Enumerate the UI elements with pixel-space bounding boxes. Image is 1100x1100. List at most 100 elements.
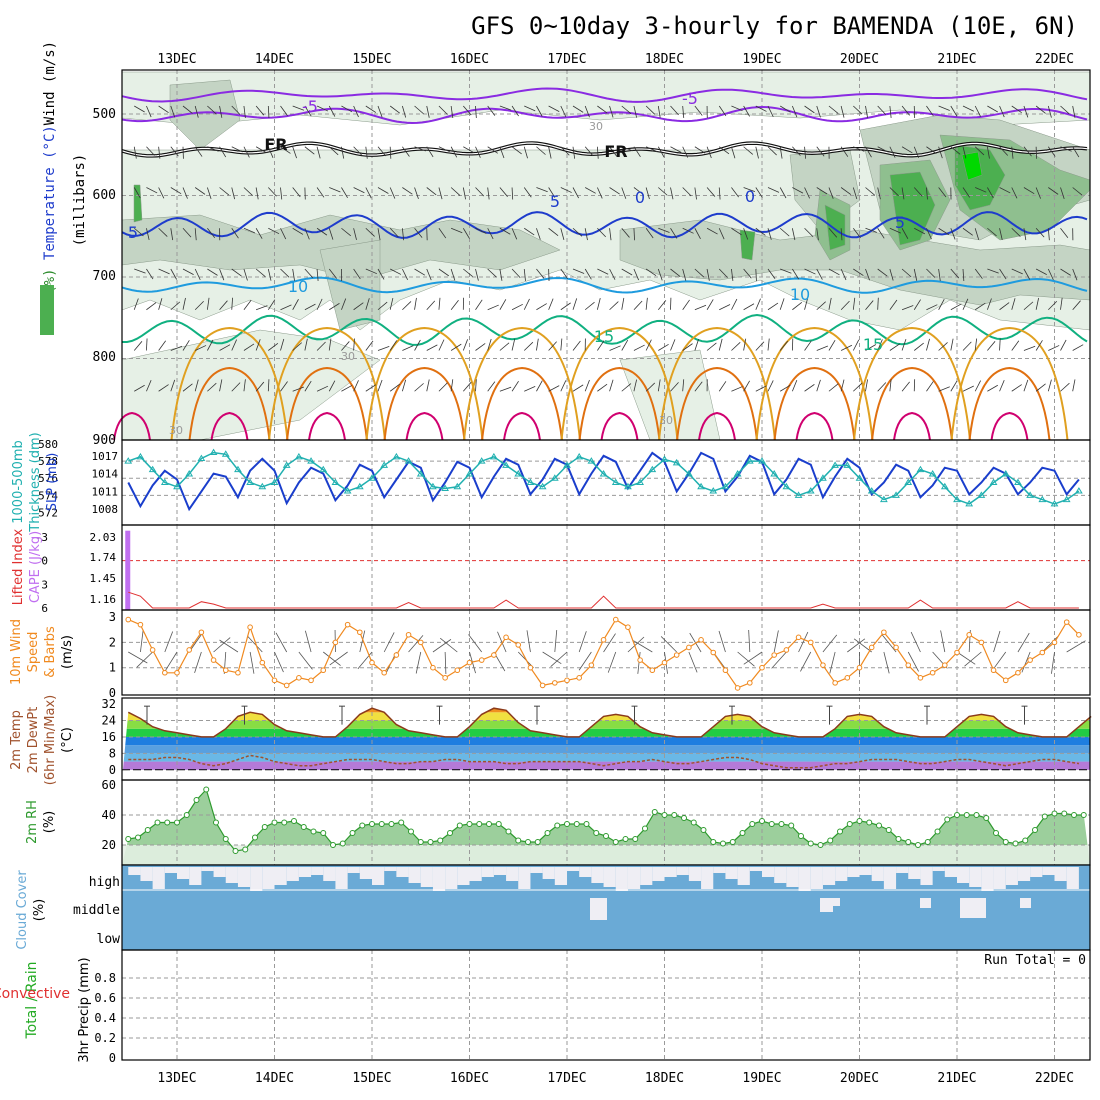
wind-barb bbox=[584, 146, 594, 157]
wind-barb-10m bbox=[1017, 632, 1030, 653]
temp-dome-contour bbox=[578, 366, 661, 441]
thickness-marker bbox=[538, 482, 547, 490]
rh2m-marker bbox=[681, 815, 687, 821]
wind-barb bbox=[938, 187, 947, 198]
rh2m-marker bbox=[1022, 837, 1029, 844]
thickness-marker bbox=[1014, 478, 1022, 485]
wind-barb bbox=[755, 268, 757, 282]
wind-barb bbox=[694, 228, 701, 240]
thickness-marker bbox=[465, 469, 474, 477]
wind-barb bbox=[1023, 379, 1029, 392]
wind-barb bbox=[999, 338, 1001, 351]
wind-speed-marker bbox=[539, 682, 546, 689]
panel-axis-label: (6hr Min/Max) bbox=[43, 695, 58, 785]
wind-barb bbox=[450, 268, 456, 281]
wind-barb bbox=[1023, 268, 1031, 280]
high-cloud-gap bbox=[469, 867, 482, 881]
wind-barb-10m bbox=[773, 630, 779, 653]
wind-barb bbox=[926, 146, 937, 154]
wind-barb bbox=[621, 146, 634, 152]
high-cloud-gap bbox=[627, 867, 641, 889]
rh2m-marker bbox=[291, 818, 297, 824]
wind-barb bbox=[548, 227, 559, 236]
wind-barb bbox=[255, 339, 261, 351]
thickness-marker bbox=[209, 448, 218, 456]
high-cloud-gap bbox=[847, 867, 860, 877]
wind-barb bbox=[292, 342, 303, 351]
wind-barb-10m bbox=[219, 639, 239, 653]
wind-barb bbox=[645, 297, 648, 310]
wind-barb bbox=[219, 344, 231, 351]
rh2m-marker bbox=[661, 812, 668, 818]
wind-barb bbox=[462, 339, 468, 351]
wind-barb bbox=[779, 384, 791, 392]
wind-speed-marker bbox=[503, 634, 509, 641]
wind-barb bbox=[792, 146, 801, 156]
wind-barb bbox=[134, 268, 146, 274]
wind-barb-10m bbox=[468, 634, 483, 653]
date-tick-bottom: 17DEC bbox=[547, 1071, 586, 1086]
wind-barb bbox=[682, 299, 690, 310]
wind-barb-10m bbox=[136, 651, 153, 668]
wind-barb bbox=[133, 341, 143, 351]
rh2m-marker bbox=[544, 830, 551, 836]
wind-barb-10m bbox=[910, 631, 921, 653]
panel-frame bbox=[121, 524, 1091, 611]
temp-dome-contour bbox=[365, 326, 484, 441]
wind-barb-10m bbox=[298, 651, 313, 670]
wind-barb bbox=[901, 339, 907, 351]
wind-barb bbox=[731, 227, 742, 236]
wind-barb bbox=[572, 268, 585, 274]
panel-axis-label: Thickness (dm) bbox=[28, 432, 43, 532]
wind-barb bbox=[304, 228, 310, 240]
temp-band bbox=[122, 753, 1090, 762]
wind-barb bbox=[475, 105, 477, 118]
wind-barb bbox=[170, 268, 177, 280]
wind-barb bbox=[986, 298, 992, 310]
wind-barb bbox=[206, 187, 212, 200]
precip-tick: 0 bbox=[109, 1051, 116, 1065]
wind-speed-marker bbox=[1039, 649, 1046, 656]
wind-barb bbox=[475, 343, 486, 351]
wind-barb bbox=[414, 227, 423, 238]
rh2m-marker bbox=[632, 836, 639, 842]
wind-barb bbox=[463, 146, 475, 153]
wind-barb bbox=[1035, 187, 1041, 199]
wind-barb bbox=[621, 105, 632, 115]
wind-barb bbox=[316, 341, 326, 351]
wind-barb bbox=[816, 228, 819, 241]
temp-tick: 32 bbox=[102, 697, 116, 711]
high-cloud-gap bbox=[725, 867, 738, 879]
wind-barb-10m bbox=[743, 651, 763, 665]
rh2m-marker bbox=[924, 839, 931, 845]
contour-label: -5 bbox=[302, 97, 318, 116]
wind-barb bbox=[1047, 228, 1050, 241]
wind-barb bbox=[670, 146, 682, 153]
wind-barb bbox=[597, 187, 603, 199]
wind-barb bbox=[584, 379, 590, 392]
wind-barb bbox=[414, 146, 426, 152]
wind-barb bbox=[852, 339, 860, 351]
wind-barb bbox=[219, 105, 223, 118]
wind-speed-marker bbox=[917, 675, 924, 681]
mid-cloud-gap bbox=[1020, 898, 1031, 908]
temp-dome-contour bbox=[405, 411, 444, 441]
rh2m-marker bbox=[963, 812, 970, 818]
high-cloud-gap bbox=[152, 867, 165, 889]
thickness-marker bbox=[977, 491, 986, 498]
slp-line bbox=[127, 451, 1080, 512]
high-cloud-gap bbox=[189, 867, 202, 885]
wind-barb bbox=[999, 228, 1003, 241]
high-cloud-gap bbox=[749, 867, 763, 871]
wind-barb bbox=[426, 379, 430, 392]
wind-speed-marker bbox=[417, 639, 424, 646]
wind-speed-marker bbox=[905, 662, 912, 668]
temp-dome-contour bbox=[286, 366, 368, 441]
lifted-index-line bbox=[128, 591, 1079, 609]
wind-barb bbox=[268, 187, 277, 197]
high-cloud-gap bbox=[457, 867, 470, 885]
wind-barb bbox=[718, 228, 725, 240]
wind-speed-marker bbox=[1027, 657, 1033, 663]
wind-barb bbox=[962, 227, 973, 236]
wind-speed-marker bbox=[881, 629, 887, 636]
